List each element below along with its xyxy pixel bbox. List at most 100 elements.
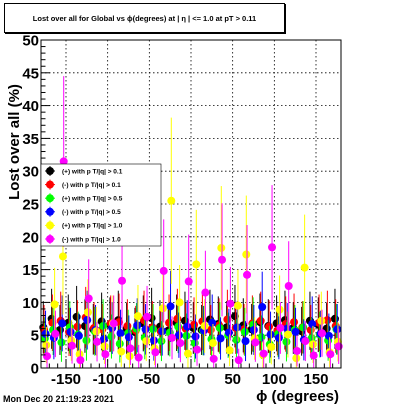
data-point <box>240 327 249 336</box>
data-point <box>208 318 217 327</box>
data-point <box>59 157 68 166</box>
data-point <box>308 320 317 329</box>
data-point <box>318 329 327 338</box>
data-point <box>174 322 183 331</box>
data-point <box>283 330 292 339</box>
data-point <box>193 345 202 354</box>
data-point <box>100 342 109 351</box>
x-tick-label: 50 <box>224 371 241 388</box>
data-point <box>282 337 291 346</box>
y-tick-label: 20 <box>22 229 39 246</box>
y-tick-label: 25 <box>22 197 39 214</box>
data-point <box>217 243 226 252</box>
data-point <box>176 339 185 348</box>
data-point <box>134 353 143 362</box>
data-point <box>224 328 233 337</box>
data-point <box>268 243 277 252</box>
axes: -150 -100 -50 0 50 100 150 0 5 10 15 20 25 30 35 40 45 50 <box>22 33 334 388</box>
data-point <box>72 312 81 321</box>
data-point <box>83 308 92 317</box>
data-point <box>290 318 299 327</box>
data-point <box>183 349 192 358</box>
data-point <box>115 339 124 348</box>
data-point <box>149 336 158 345</box>
data-point <box>243 270 252 279</box>
data-point <box>83 316 92 325</box>
data-point <box>201 288 210 297</box>
y-tick-label: 50 <box>22 33 39 50</box>
data-point <box>166 302 175 311</box>
data-point <box>266 330 275 339</box>
data-point <box>232 335 241 344</box>
legend-marker <box>46 235 54 243</box>
y-tick-label: 5 <box>31 328 39 345</box>
legend: (+) with p T/|q| > 0.1 (-) with p T/|q| >… <box>40 163 162 247</box>
x-tick-label: -100 <box>93 371 123 388</box>
legend-box <box>40 163 162 247</box>
data-point <box>233 323 242 332</box>
data-point <box>76 356 85 365</box>
data-point <box>126 344 135 353</box>
legend-label: (+) with p T/|q| > 1.0 <box>62 223 123 230</box>
data-point <box>143 312 152 321</box>
legend-marker <box>46 207 54 216</box>
data-point <box>58 252 67 261</box>
data-point <box>66 327 75 336</box>
data-point <box>133 321 142 330</box>
data-point <box>274 333 283 342</box>
data-point <box>159 266 168 275</box>
data-point <box>242 250 251 259</box>
y-tick-label: 10 <box>22 295 39 312</box>
data-point <box>234 356 243 365</box>
data-point <box>117 347 126 356</box>
data-point <box>124 333 133 342</box>
data-point <box>190 320 199 329</box>
data-point <box>175 298 184 307</box>
y-tick-label: 0 <box>31 361 39 378</box>
data-point <box>258 302 267 311</box>
data-point <box>326 350 335 359</box>
data-point <box>226 299 235 308</box>
legend-marker <box>46 180 54 189</box>
data-point <box>275 305 284 314</box>
data-point <box>209 354 218 363</box>
data-point <box>84 294 93 303</box>
data-point <box>233 301 242 310</box>
data-point <box>241 337 250 346</box>
data-point <box>276 323 285 332</box>
data-point <box>292 354 301 363</box>
x-tick-label: 0 <box>187 371 195 388</box>
y-axis-title: Lost over all (%) <box>6 84 23 200</box>
x-tick-label: -150 <box>51 371 81 388</box>
data-point <box>82 336 91 345</box>
data-point <box>118 276 127 285</box>
data-point <box>265 322 274 331</box>
data-point <box>309 351 318 360</box>
data-point <box>334 342 343 351</box>
data-point <box>301 337 310 346</box>
chart-title: Lost over all for Global vs ϕ(degrees) a… <box>4 3 285 33</box>
data-point <box>330 314 339 323</box>
data-point <box>151 348 160 357</box>
data-point <box>68 341 77 350</box>
data-point <box>92 327 101 336</box>
data-point <box>116 329 125 338</box>
data-point <box>333 325 342 334</box>
data-point <box>183 322 192 331</box>
data-point <box>324 331 333 340</box>
data-point <box>158 304 167 313</box>
data-point <box>249 325 258 334</box>
data-point <box>123 322 132 331</box>
data-point <box>142 337 151 346</box>
legend-marker <box>46 194 54 203</box>
x-tick-label: 150 <box>303 371 328 388</box>
data-point <box>267 343 276 352</box>
timestamp-footer: Mon Dec 20 21:19:23 2021 <box>3 394 115 404</box>
legend-label: (+) with p T/|q| > 0.5 <box>62 196 123 203</box>
x-axis-title: ϕ (degrees) <box>256 388 339 405</box>
legend-label: (-) with p T/|q| > 0.5 <box>62 209 121 216</box>
data-point <box>93 337 102 346</box>
data-point <box>75 350 84 359</box>
data-point <box>200 322 209 331</box>
